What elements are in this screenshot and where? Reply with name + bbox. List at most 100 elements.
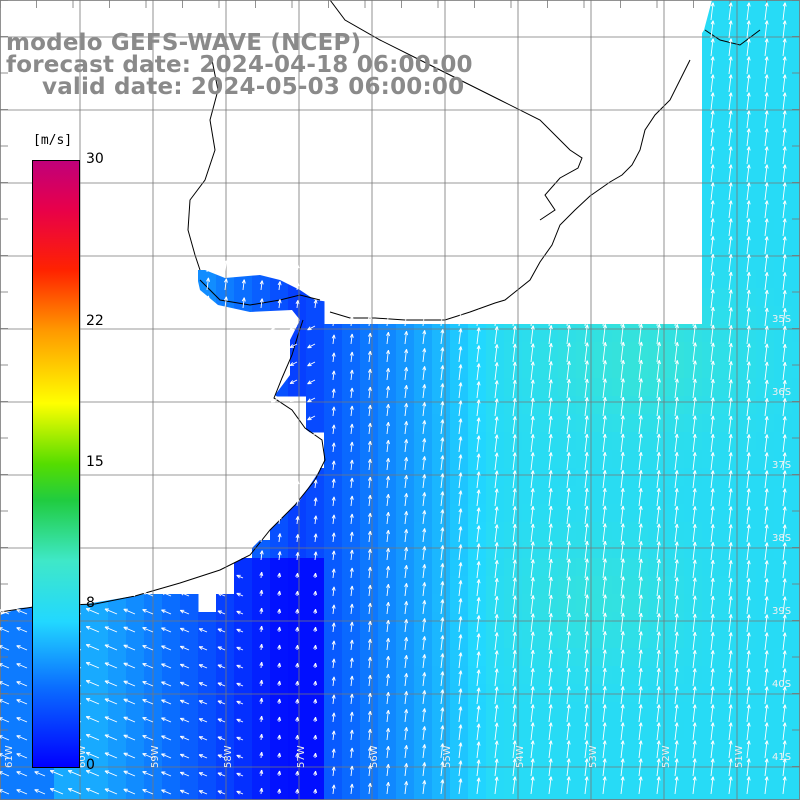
wind-arrow xyxy=(217,736,226,741)
wind-arrow xyxy=(422,780,427,795)
wind-arrow xyxy=(782,236,787,255)
legend-tick-30: 30 xyxy=(86,151,104,167)
wind-arrow xyxy=(476,633,481,651)
speed-cell xyxy=(450,774,469,793)
speed-cell xyxy=(738,0,757,19)
wind-arrow xyxy=(764,361,769,381)
speed-cell xyxy=(594,396,613,415)
speed-cell xyxy=(720,468,739,487)
wind-arrow xyxy=(764,182,769,201)
wind-arrow xyxy=(223,278,228,291)
speed-cell xyxy=(324,522,343,541)
wind-arrow xyxy=(217,646,226,651)
speed-cell xyxy=(486,504,505,523)
wind-arrow xyxy=(422,654,427,669)
wind-arrow xyxy=(764,740,769,759)
speed-cell xyxy=(774,432,793,451)
speed-cell xyxy=(738,576,757,595)
speed-cell xyxy=(414,792,433,800)
speed-cell xyxy=(756,540,775,559)
speed-cell xyxy=(702,54,721,73)
speed-cell xyxy=(630,432,649,451)
wind-arrow xyxy=(566,776,571,795)
speed-cell xyxy=(162,738,181,757)
speed-cell xyxy=(792,36,800,55)
speed-cell xyxy=(774,540,793,559)
wind-arrow xyxy=(458,364,463,381)
wind-arrow xyxy=(782,254,787,273)
wind-arrow xyxy=(620,470,625,489)
speed-cell xyxy=(702,216,721,235)
wind-arrow xyxy=(223,296,228,309)
speed-cell xyxy=(648,630,667,649)
speed-cell xyxy=(90,630,109,649)
wind-arrow xyxy=(277,515,282,525)
wind-arrow xyxy=(331,568,336,579)
speed-cell xyxy=(738,162,757,181)
speed-cell xyxy=(738,558,757,577)
speed-cell xyxy=(576,630,595,649)
wind-arrow xyxy=(331,784,336,795)
speed-cell xyxy=(342,522,361,541)
wind-arrow xyxy=(566,667,571,687)
speed-cell xyxy=(324,468,343,487)
speed-cell xyxy=(774,504,793,523)
wind-arrow xyxy=(674,378,679,399)
speed-cell xyxy=(270,558,289,577)
wind-arrow xyxy=(746,38,751,57)
wind-arrow xyxy=(349,351,354,363)
speed-cell xyxy=(666,576,685,595)
speed-cell xyxy=(198,792,217,800)
wind-arrow xyxy=(142,735,154,741)
wind-arrow xyxy=(458,490,463,507)
wind-arrow xyxy=(782,343,787,363)
wind-arrow xyxy=(764,704,769,723)
speed-cell xyxy=(684,450,703,469)
wind-arrow xyxy=(746,524,751,543)
speed-cell xyxy=(774,54,793,73)
speed-cell xyxy=(720,252,739,271)
speed-cell xyxy=(558,630,577,649)
speed-cell xyxy=(324,702,343,721)
speed-cell xyxy=(216,594,235,613)
speed-cell xyxy=(576,360,595,379)
speed-cell xyxy=(702,270,721,289)
wind-arrow xyxy=(142,789,154,795)
wind-arrow xyxy=(34,771,46,777)
speed-cell xyxy=(324,558,343,577)
wind-arrow xyxy=(530,740,535,759)
wind-arrow xyxy=(494,470,499,489)
wind-arrow xyxy=(782,416,787,435)
wind-arrow xyxy=(476,579,481,597)
wind-arrow xyxy=(692,523,697,543)
lon-label: 55W xyxy=(442,745,453,768)
wind-arrow xyxy=(386,457,390,471)
wind-arrow xyxy=(386,529,390,543)
wind-arrow xyxy=(692,631,697,651)
speed-cell xyxy=(756,18,775,37)
speed-cell xyxy=(540,558,559,577)
speed-cell xyxy=(720,720,739,739)
wind-arrow xyxy=(620,649,625,669)
wind-arrow xyxy=(620,776,625,795)
wind-arrow xyxy=(548,776,553,795)
speed-cell xyxy=(252,702,271,721)
wind-arrow xyxy=(277,770,282,777)
speed-cell xyxy=(738,342,757,361)
speed-cell xyxy=(756,360,775,379)
wind-arrow xyxy=(404,781,409,795)
wind-arrow xyxy=(638,378,643,399)
wind-arrow xyxy=(161,717,172,723)
wind-arrow xyxy=(710,758,715,777)
wind-arrow xyxy=(142,627,154,633)
wind-arrow xyxy=(217,790,226,795)
speed-cell xyxy=(594,378,613,397)
wind-arrow xyxy=(236,592,244,597)
wind-arrow xyxy=(782,200,787,219)
speed-cell xyxy=(612,468,631,487)
wind-arrow xyxy=(674,324,679,345)
wind-arrow xyxy=(349,783,354,795)
wind-arrow xyxy=(85,788,100,795)
wind-arrow xyxy=(656,415,661,435)
wind-arrow xyxy=(458,742,463,759)
